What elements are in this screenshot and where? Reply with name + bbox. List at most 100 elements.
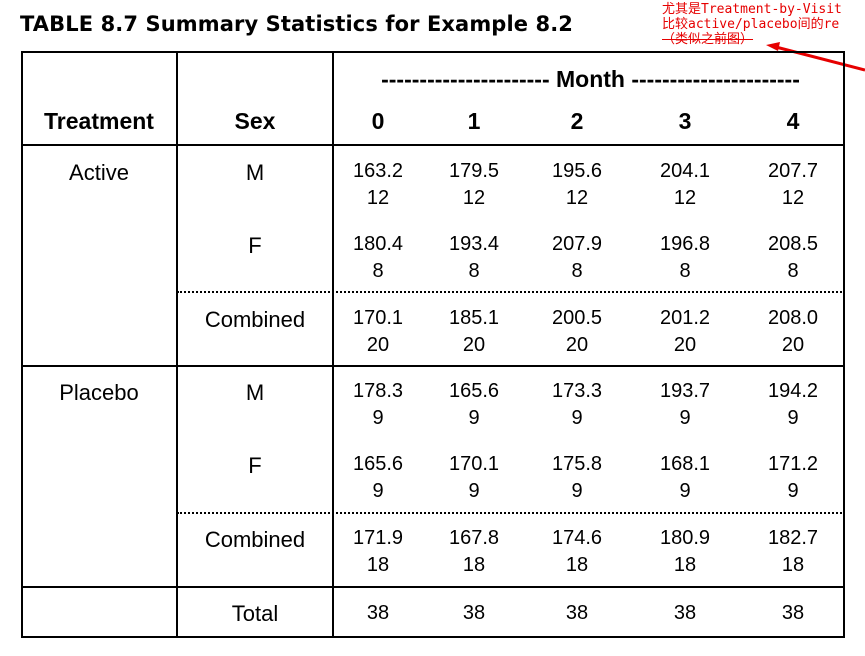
cell-count: 20 (781, 334, 805, 356)
total-cell: 38 (366, 602, 390, 624)
cell-count: 8 (372, 260, 384, 282)
cell-mean: 171.9 (352, 527, 404, 549)
cell-count: 9 (468, 480, 480, 502)
header-month-4: 4 (786, 108, 800, 134)
table-cell: 180.9 18 (640, 525, 730, 579)
total-label: Total (231, 601, 279, 626)
table-cell: 195.6 12 (532, 158, 622, 212)
cell-mean: 178.3 (352, 380, 404, 402)
total-rule (21, 586, 845, 588)
cell-count: 8 (571, 260, 583, 282)
cell-mean: 208.0 (767, 307, 819, 329)
table-cell: 165.6 9 (333, 451, 423, 505)
table-cell: 173.3 9 (532, 378, 622, 432)
cell-count: 9 (372, 480, 384, 502)
treatment-label: Placebo (59, 380, 139, 405)
cell-count: 9 (787, 480, 799, 502)
cell-mean: 170.1 (352, 307, 404, 329)
table-cell: 167.8 18 (429, 525, 519, 579)
cell-mean: 170.1 (448, 453, 500, 475)
table-cell: 208.5 8 (748, 231, 838, 285)
total-cell: 38 (565, 602, 589, 624)
table-cell: 208.0 20 (748, 305, 838, 359)
cell-count: 18 (462, 554, 486, 576)
total-cell: 38 (781, 602, 805, 624)
header-rule (21, 144, 845, 146)
cell-mean: 207.7 (767, 160, 819, 182)
header-month-1: 1 (467, 108, 481, 134)
treatment-label: Active (69, 160, 129, 185)
cell-count: 8 (679, 260, 691, 282)
cell-mean: 182.7 (767, 527, 819, 549)
cell-count: 20 (565, 334, 589, 356)
combined-rule-placebo (177, 512, 845, 514)
cell-count: 9 (571, 480, 583, 502)
cell-mean: 171.2 (767, 453, 819, 475)
cell-mean: 207.9 (551, 233, 603, 255)
cell-count: 12 (565, 187, 589, 209)
cell-count: 18 (565, 554, 589, 576)
table-cell: 207.9 8 (532, 231, 622, 285)
combined-rule-active (177, 291, 845, 293)
table-cell: 207.7 12 (748, 158, 838, 212)
table-cell: 178.3 9 (333, 378, 423, 432)
sex-label: M (245, 380, 265, 405)
cell-mean: 196.8 (659, 233, 711, 255)
header-sex: Sex (234, 108, 276, 134)
header-month-0: 0 (371, 108, 385, 134)
cell-count: 12 (366, 187, 390, 209)
table-cell: 194.2 9 (748, 378, 838, 432)
cell-mean: 165.6 (352, 453, 404, 475)
cell-mean: 194.2 (767, 380, 819, 402)
cell-mean: 174.6 (551, 527, 603, 549)
cell-mean: 168.1 (659, 453, 711, 475)
annotation-line-2: 比较active/placebo间的re (662, 17, 840, 32)
cell-count: 12 (781, 187, 805, 209)
cell-count: 8 (787, 260, 799, 282)
cell-mean: 195.6 (551, 160, 603, 182)
cell-mean: 167.8 (448, 527, 500, 549)
table-cell: 193.7 9 (640, 378, 730, 432)
cell-count: 9 (372, 407, 384, 429)
table-cell: 174.6 18 (532, 525, 622, 579)
table-cell: 204.1 12 (640, 158, 730, 212)
cell-mean: 180.4 (352, 233, 404, 255)
sex-label: Combined (204, 527, 306, 552)
cell-mean: 200.5 (551, 307, 603, 329)
cell-count: 20 (366, 334, 390, 356)
cell-count: 9 (468, 407, 480, 429)
total-cell: 38 (462, 602, 486, 624)
cell-mean: 165.6 (448, 380, 500, 402)
total-cell: 38 (673, 602, 697, 624)
table-cell: 170.1 9 (429, 451, 519, 505)
table-cell: 196.8 8 (640, 231, 730, 285)
column-divider-treatment (176, 51, 178, 638)
cell-count: 9 (679, 480, 691, 502)
cell-mean: 179.5 (448, 160, 500, 182)
table-cell: 179.5 12 (429, 158, 519, 212)
header-month-group: ---------------------- Month -----------… (381, 66, 800, 92)
sex-label: M (245, 160, 265, 185)
cell-mean: 185.1 (448, 307, 500, 329)
cell-mean: 163.2 (352, 160, 404, 182)
cell-count: 20 (673, 334, 697, 356)
table-cell: 163.2 12 (333, 158, 423, 212)
cell-count: 18 (673, 554, 697, 576)
cell-count: 8 (468, 260, 480, 282)
cell-count: 12 (462, 187, 486, 209)
cell-mean: 201.2 (659, 307, 711, 329)
sex-label: F (248, 233, 262, 258)
cell-mean: 175.8 (551, 453, 603, 475)
cell-count: 18 (781, 554, 805, 576)
table-cell: 171.2 9 (748, 451, 838, 505)
cell-mean: 173.3 (551, 380, 603, 402)
table-cell: 170.1 20 (333, 305, 423, 359)
header-month-2: 2 (570, 108, 584, 134)
table-cell: 185.1 20 (429, 305, 519, 359)
cell-count: 9 (571, 407, 583, 429)
header-month-3: 3 (678, 108, 692, 134)
table-cell: 193.4 8 (429, 231, 519, 285)
cell-mean: 180.9 (659, 527, 711, 549)
cell-count: 20 (462, 334, 486, 356)
